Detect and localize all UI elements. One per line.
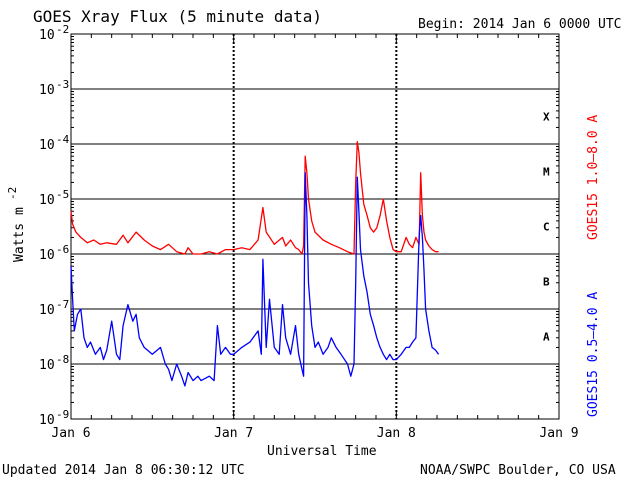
flare-class-b: B [543,276,550,289]
y-tick-label: 10 [39,28,55,43]
y-tick-exponent: -8 [56,353,69,366]
x-axis-label: Universal Time [267,444,377,459]
flare-class-m: M [543,166,550,179]
y-tick-exponent: -3 [56,78,69,91]
y-tick-label: 10 [39,193,55,208]
updated-timestamp: Updated 2014 Jan 8 06:30:12 UTC [2,463,245,478]
x-tick-label: Jan 6 [51,426,90,441]
x-tick-label: Jan 9 [539,426,578,441]
y-axis-label: Watts m -2 [6,187,27,262]
begin-label: Begin: 2014 Jan 6 0000 UTC [418,17,622,32]
y-tick-exponent: -4 [56,133,70,146]
series-line-long [70,141,439,255]
flare-class-a: A [543,331,550,344]
day-boundary-lines [232,34,398,419]
legend-series-red: GOES15 1.0–8.0 A [586,115,601,240]
x-axis-ticks: Jan 6 Jan 7 Jan 8 Jan 9 [51,34,579,441]
y-tick-label: 10 [39,138,55,153]
legend-blue-label: GOES15 0.5–4.0 A [586,292,601,417]
y-tick-label: 10 [39,83,55,98]
series-layer [70,141,440,387]
y-tick-exponent: -9 [56,408,69,421]
y-tick-exponent: -7 [56,298,69,311]
plot-frame [70,33,560,420]
x-tick-label: Jan 7 [214,426,253,441]
flare-class-x: X [543,111,550,124]
y-tick-label: 10 [39,413,55,428]
x-tick-label: Jan 8 [377,426,416,441]
y-axis-label-exponent: -2 [6,187,19,200]
grid [71,88,559,365]
y-axis-label-text: Watts m [12,207,27,262]
y-tick-exponent: -2 [56,23,69,36]
credit-label: NOAA/SWPC Boulder, CO USA [420,463,616,478]
y-tick-label: 10 [39,358,55,373]
series-line-short [70,172,440,387]
y-tick-exponent: -5 [56,188,69,201]
legend-series-blue: GOES15 0.5–4.0 A [586,292,601,417]
flare-class-c: C [543,221,550,234]
y-axis-ticks: 10-910-810-710-610-510-410-310-2 [39,23,559,428]
y-tick-label: 10 [39,248,55,263]
y-tick-exponent: -6 [56,243,69,256]
legend-red-label: GOES15 1.0–8.0 A [586,115,601,240]
y-tick-label: 10 [39,303,55,318]
flare-class-labels: A B C M X [543,111,550,344]
chart-title: GOES Xray Flux (5 minute data) [33,7,322,26]
